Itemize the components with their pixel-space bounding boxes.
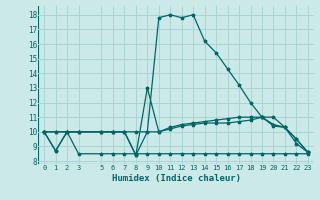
X-axis label: Humidex (Indice chaleur): Humidex (Indice chaleur) (111, 174, 241, 183)
